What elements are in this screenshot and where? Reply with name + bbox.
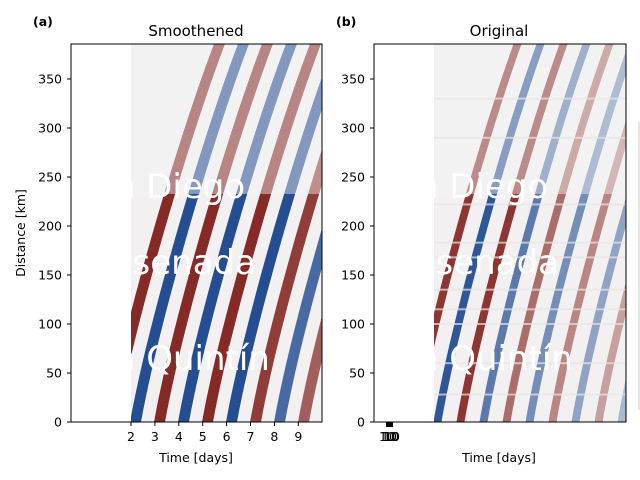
heatmap-band bbox=[131, 44, 249, 422]
panel-a-xtick-label: 8 bbox=[270, 429, 278, 444]
panel-a-xtick-label: 2 bbox=[127, 429, 135, 444]
panel-a-axes-frame bbox=[70, 43, 323, 423]
panel-b-title: Original bbox=[470, 22, 529, 40]
panel-a-xtick-label: 6 bbox=[223, 429, 231, 444]
heatmap-band bbox=[154, 44, 273, 422]
panel-a-ytick-label: 0 bbox=[54, 415, 62, 430]
heatmap-band bbox=[456, 44, 568, 422]
heatmap-band bbox=[502, 44, 614, 422]
panel-b-heatmap bbox=[434, 44, 626, 422]
panel-b-ytick-label: 100 bbox=[341, 317, 365, 332]
panel-b-place-san-diego: an Diego bbox=[396, 167, 548, 207]
panel-a-xtick-label: 4 bbox=[175, 429, 183, 444]
heatmap-noise-stripe bbox=[434, 288, 626, 291]
panel-a-ytick-label: 100 bbox=[38, 317, 62, 332]
panel-a-xtick-label: 3 bbox=[151, 429, 159, 444]
heatmap-band bbox=[250, 148, 322, 422]
panel-b-ytick-label: 0 bbox=[357, 415, 365, 430]
panel-a-ticks: 0 50 100 150 200 250 300 350 2 3 4 5 6 7 8 9 bbox=[38, 72, 302, 445]
panel-a-ylabel: Distance [km] bbox=[13, 189, 28, 277]
heatmap-band bbox=[548, 120, 626, 422]
panel-b-xlabel: Time [days] bbox=[461, 450, 536, 465]
panel-a-xtick-label: 5 bbox=[199, 429, 207, 444]
heatmap-noise-stripe bbox=[434, 136, 626, 139]
heatmap-noise-stripe bbox=[434, 241, 626, 244]
panel-b-place-ensenada: nsenada bbox=[414, 243, 559, 283]
heatmap-noise-stripe bbox=[434, 97, 626, 100]
panel-b-ytick-label: 200 bbox=[341, 219, 365, 234]
panel-a-xtick-label: 7 bbox=[247, 429, 255, 444]
heatmap-noise-stripe bbox=[434, 256, 626, 259]
panel-b-xtick-label: 10 bbox=[384, 429, 400, 444]
panel-b-ytick-label: 350 bbox=[341, 72, 365, 87]
panel-b-ytick-label: 250 bbox=[341, 170, 365, 185]
panel-a-xtick-label: 9 bbox=[294, 429, 302, 444]
heatmap-fade bbox=[434, 44, 626, 194]
panel-a-ytick-label: 200 bbox=[38, 219, 62, 234]
heatmap-noise-stripe bbox=[434, 203, 626, 206]
panel-b-place-san-quintin: an Quintín bbox=[396, 339, 573, 379]
panel-b-ytick-label: 50 bbox=[349, 366, 365, 381]
panel-b-xtick-label: 10 bbox=[381, 429, 397, 444]
panel-a-place-san-diego: an Diego bbox=[93, 167, 245, 207]
heatmap-band bbox=[226, 76, 322, 422]
heatmap-band bbox=[479, 44, 591, 422]
heatmap-noise-stripe bbox=[434, 393, 626, 396]
panel-a-heatmap bbox=[131, 40, 443, 425]
heatmap-noise-stripe bbox=[434, 308, 626, 311]
heatmap-fade bbox=[131, 44, 322, 194]
heatmap-band bbox=[274, 228, 322, 422]
heatmap-band bbox=[617, 378, 626, 422]
heatmap-band bbox=[434, 44, 545, 422]
panel-a-title: Smoothened bbox=[148, 22, 243, 40]
panel-a-ytick-label: 250 bbox=[38, 170, 62, 185]
panel-b-ytick-label: 300 bbox=[341, 121, 365, 136]
panel-a-ytick-label: 150 bbox=[38, 268, 62, 283]
panel-b-axes-frame bbox=[373, 43, 627, 423]
heatmap-band bbox=[202, 44, 321, 422]
heatmap-band bbox=[322, 40, 443, 425]
heatmap-band bbox=[594, 281, 626, 422]
heatmap-band bbox=[298, 316, 322, 422]
panel-a-place-san-quintin: an Quintín bbox=[93, 339, 270, 379]
heatmap-noise-stripe bbox=[434, 362, 626, 365]
panel-b-label: (b) bbox=[336, 14, 356, 29]
panel-a-ytick-label: 300 bbox=[38, 121, 62, 136]
panel-b-xtick-label: 10 bbox=[379, 429, 395, 444]
panel-a-place-ensenada: nsenada bbox=[111, 243, 256, 283]
panel-b-xtick-label: 10 bbox=[383, 429, 399, 444]
panel-a-label: (a) bbox=[33, 14, 53, 29]
panel-a-ytick-label: 50 bbox=[46, 366, 62, 381]
heatmap-band bbox=[525, 51, 626, 422]
heatmap-noise-stripe bbox=[434, 323, 626, 325]
heatmap-band bbox=[178, 44, 297, 422]
panel-b-ytick-label: 150 bbox=[341, 268, 365, 283]
panel-a-ytick-label: 350 bbox=[38, 72, 62, 87]
panel-a-xlabel: Time [days] bbox=[158, 450, 233, 465]
